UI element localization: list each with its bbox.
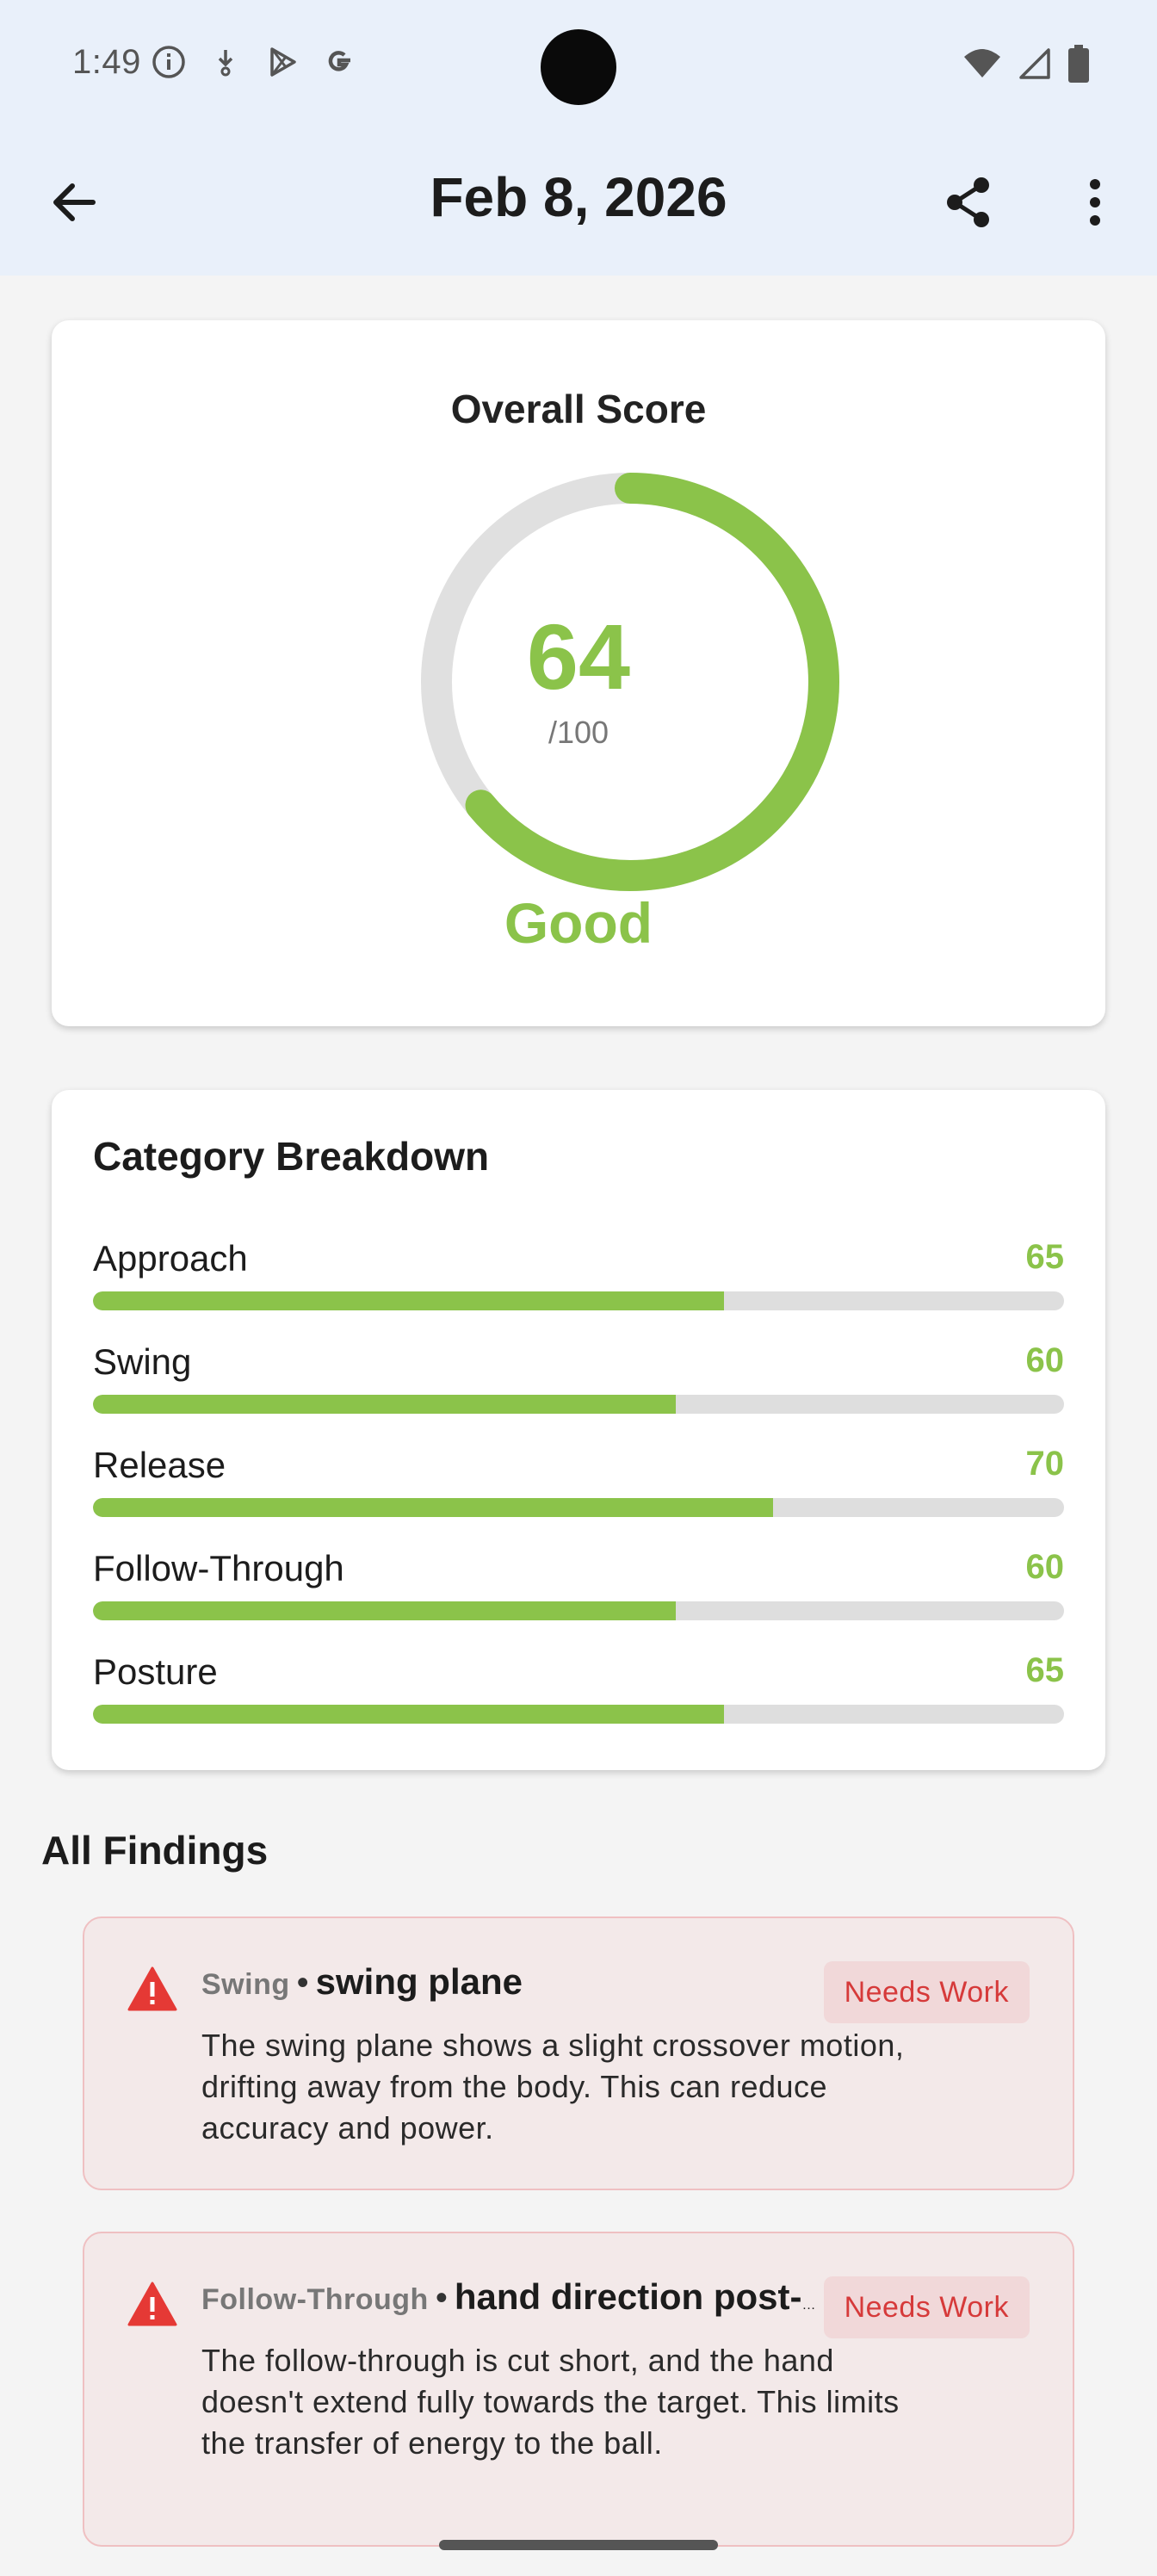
category-score: 60 [1025,1341,1065,1379]
finding-name: swing plane [315,1961,523,2002]
overall-score-card: Overall Score 64 /100 Good [52,320,1105,1026]
category-row-swing: Swing 60 [93,1341,1064,1427]
category-name: Swing [93,1341,192,1382]
finding-card[interactable]: Follow-Through • hand direction post-r... … [83,2232,1074,2547]
finding-separator: • [296,1964,309,2002]
score-value: 64 [526,604,631,709]
category-breakdown-card: Category Breakdown Approach 65 Swing 60 … [52,1090,1105,1770]
arrow-back-icon [53,183,96,221]
category-score: 60 [1025,1548,1065,1586]
status-bar: 1:49 [0,0,1157,129]
category-name: Posture [93,1651,218,1692]
back-button[interactable] [45,172,105,232]
findings-title: All Findings [41,1828,269,1873]
finding-description: The follow-through is cut short, and the… [201,2343,900,2461]
category-bar-fill [93,1601,676,1620]
play-store-icon [265,45,300,79]
category-score: 65 [1025,1238,1065,1276]
finding-name: hand direction post-r... [454,2276,821,2317]
category-bar-fill [93,1395,676,1414]
more-options-button[interactable] [1067,172,1119,232]
category-row-posture: Posture 65 [93,1651,1064,1737]
overall-score-label: Overall Score [450,387,707,431]
category-bar-track [93,1705,1064,1724]
category-name: Approach [93,1238,248,1279]
finding-separator: • [435,2279,448,2317]
finding-description: The swing plane shows a slight crossover… [201,2028,905,2146]
score-rating: Good [504,891,653,955]
share-button[interactable] [938,172,999,232]
status-icons-right [962,45,1090,87]
page-title: Feb 8, 2026 [430,166,727,228]
breakdown-title: Category Breakdown [93,1134,490,1179]
home-indicator[interactable] [439,2540,718,2550]
category-name: Release [93,1445,226,1485]
finding-category: Follow-Through [201,2283,429,2316]
google-icon [322,45,356,79]
needs-work-badge: Needs Work [823,1961,1030,2023]
category-bar-track [93,1601,1064,1620]
category-row-follow-through: Follow-Through 60 [93,1548,1064,1634]
share-icon [947,177,989,227]
battery-icon [1067,45,1090,87]
score-max: /100 [548,715,609,750]
category-score: 70 [1025,1445,1065,1483]
category-name: Follow-Through [93,1548,344,1588]
wifi-icon [962,46,1002,85]
category-bar-fill [93,1705,725,1724]
category-bar-track [93,1498,1064,1517]
finding-header: Follow-Through • hand direction post-r... [201,2276,821,2318]
gauge-progress [421,473,839,891]
signal-icon [1018,46,1052,85]
app-bar: Feb 8, 2026 [0,146,1157,258]
category-score: 65 [1025,1651,1065,1689]
top-area: 1:49 [0,0,1157,276]
finding-category: Swing [201,1968,290,2001]
score-gauge [421,473,839,891]
more-vert-icon [1090,179,1100,226]
info-icon [152,45,186,79]
category-row-approach: Approach 65 [93,1238,1064,1324]
download-icon [208,45,243,79]
warning-icon [127,1966,177,2011]
status-time: 1:49 [72,43,141,81]
needs-work-badge: Needs Work [823,2276,1030,2338]
warning-icon [127,2282,177,2326]
category-bar-track [93,1395,1064,1414]
finding-card[interactable]: Swing • swing plane Needs Work The swing p… [83,1917,1074,2190]
category-bar-track [93,1291,1064,1310]
category-bar-fill [93,1498,773,1517]
category-row-release: Release 70 [93,1445,1064,1531]
camera-cutout [541,29,616,105]
category-bar-fill [93,1291,725,1310]
finding-header: Swing • swing plane [201,1961,821,2003]
status-icons-left [152,45,356,79]
